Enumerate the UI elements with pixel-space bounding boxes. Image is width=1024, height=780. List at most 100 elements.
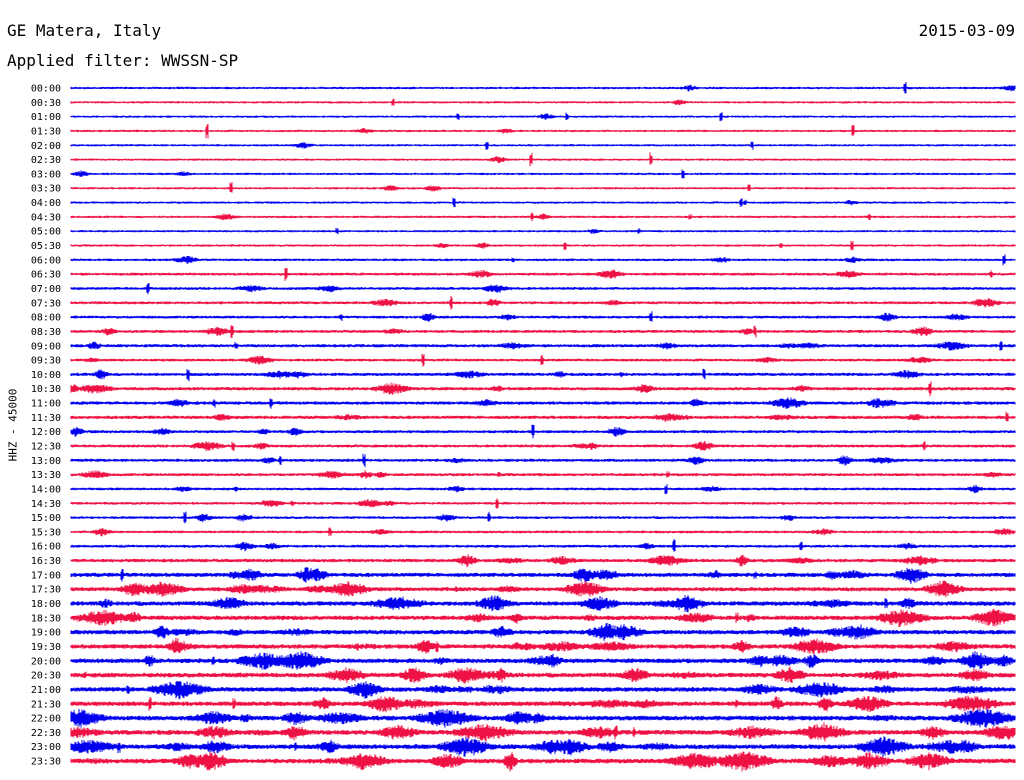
seismic-trace — [70, 82, 1016, 94]
time-label: 21:30 — [31, 699, 61, 710]
time-label: 15:00 — [31, 513, 61, 524]
time-label: 00:30 — [31, 98, 61, 109]
seismic-trace — [70, 212, 1016, 222]
seismic-trace — [70, 666, 1016, 684]
seismic-trace — [70, 511, 1016, 524]
time-label: 05:00 — [31, 227, 61, 238]
time-label: 04:30 — [31, 212, 61, 223]
trace-group — [70, 82, 1016, 772]
time-label: 10:00 — [31, 370, 61, 381]
seismic-trace — [70, 353, 1016, 367]
time-label: 10:30 — [31, 384, 61, 395]
seismic-trace — [70, 470, 1016, 479]
seismic-trace — [70, 98, 1016, 106]
seismic-trace — [70, 124, 1016, 139]
seismic-trace — [70, 751, 1016, 772]
seismic-trace — [70, 240, 1016, 251]
seismic-trace — [70, 680, 1016, 700]
station-title: GE Matera, Italy — [7, 21, 162, 40]
seismic-trace — [70, 411, 1016, 422]
seismic-trace — [70, 381, 1016, 397]
seismic-trace — [70, 311, 1016, 322]
seismic-trace — [70, 152, 1016, 167]
seismic-trace — [70, 567, 1016, 584]
seismic-trace — [70, 484, 1016, 495]
time-label: 13:30 — [31, 470, 61, 481]
time-label: 12:30 — [31, 442, 61, 453]
seismic-trace — [70, 325, 1016, 338]
time-label: 13:00 — [31, 456, 61, 467]
time-label: 19:30 — [31, 642, 61, 653]
time-label: 01:30 — [31, 126, 61, 137]
seismic-trace — [70, 539, 1016, 552]
time-label: 06:30 — [31, 270, 61, 281]
time-label: 01:00 — [31, 112, 61, 123]
seismic-trace — [70, 580, 1016, 598]
time-label: 22:30 — [31, 728, 61, 739]
seismic-trace — [70, 283, 1016, 295]
time-label: 21:00 — [31, 685, 61, 696]
seismic-trace — [70, 424, 1016, 439]
time-label: 07:30 — [31, 298, 61, 309]
time-label: 02:30 — [31, 155, 61, 166]
time-label: 08:00 — [31, 313, 61, 324]
seismic-trace — [70, 440, 1016, 451]
time-label: 23:30 — [31, 757, 61, 768]
time-label: 23:00 — [31, 742, 61, 753]
seismic-trace — [70, 608, 1016, 627]
seismic-trace — [70, 527, 1016, 537]
time-label: 06:00 — [31, 255, 61, 266]
time-label: 22:00 — [31, 714, 61, 725]
filter-label: Applied filter: WWSSN-SP — [7, 51, 239, 70]
seismic-trace — [70, 695, 1016, 713]
time-label: 15:30 — [31, 527, 61, 538]
seismic-trace — [70, 254, 1016, 266]
time-label: 04:00 — [31, 198, 61, 209]
time-label: 02:00 — [31, 141, 61, 152]
time-label: 09:00 — [31, 341, 61, 352]
time-label: 03:30 — [31, 184, 61, 195]
seismic-trace — [70, 141, 1016, 150]
time-label: 00:00 — [31, 84, 61, 95]
seismic-trace — [70, 736, 1016, 758]
time-label: 18:30 — [31, 613, 61, 624]
time-label: 05:30 — [31, 241, 61, 252]
time-label: 03:00 — [31, 169, 61, 180]
seismic-trace — [70, 622, 1016, 641]
seismic-trace — [70, 341, 1016, 351]
seismic-trace — [70, 268, 1016, 281]
seismic-trace — [70, 296, 1016, 310]
seismic-trace — [70, 708, 1016, 728]
record-date: 2015-03-09 — [918, 21, 1015, 40]
seismic-trace — [70, 554, 1016, 568]
seismic-trace — [70, 112, 1016, 121]
time-label: 16:00 — [31, 542, 61, 553]
time-label: 08:30 — [31, 327, 61, 338]
time-label: 19:00 — [31, 628, 61, 639]
time-label: 18:00 — [31, 599, 61, 610]
time-label: 09:30 — [31, 356, 61, 367]
time-label: 12:00 — [31, 427, 61, 438]
time-label: 11:00 — [31, 399, 61, 410]
seismic-trace — [70, 197, 1016, 208]
seismic-trace — [70, 397, 1016, 409]
seismic-trace — [70, 227, 1016, 235]
time-label: 16:30 — [31, 556, 61, 567]
seismic-trace — [70, 651, 1016, 670]
seismic-trace — [70, 169, 1016, 179]
seismic-trace — [70, 368, 1016, 382]
time-label: 20:00 — [31, 656, 61, 667]
seismic-trace — [70, 498, 1016, 509]
time-label: 17:00 — [31, 570, 61, 581]
seismic-trace — [70, 182, 1016, 193]
time-label-group: 00:00 00:30 01:00 01:30 02:00 02:30 03:00 03:30… — [31, 84, 61, 768]
time-label: 07:00 — [31, 284, 61, 295]
seismic-trace — [70, 453, 1016, 468]
time-label: 14:00 — [31, 484, 61, 495]
seismic-trace — [70, 722, 1016, 742]
time-label: 20:30 — [31, 671, 61, 682]
time-label: 11:30 — [31, 413, 61, 424]
time-label: 14:30 — [31, 499, 61, 510]
seismic-trace — [70, 637, 1016, 655]
